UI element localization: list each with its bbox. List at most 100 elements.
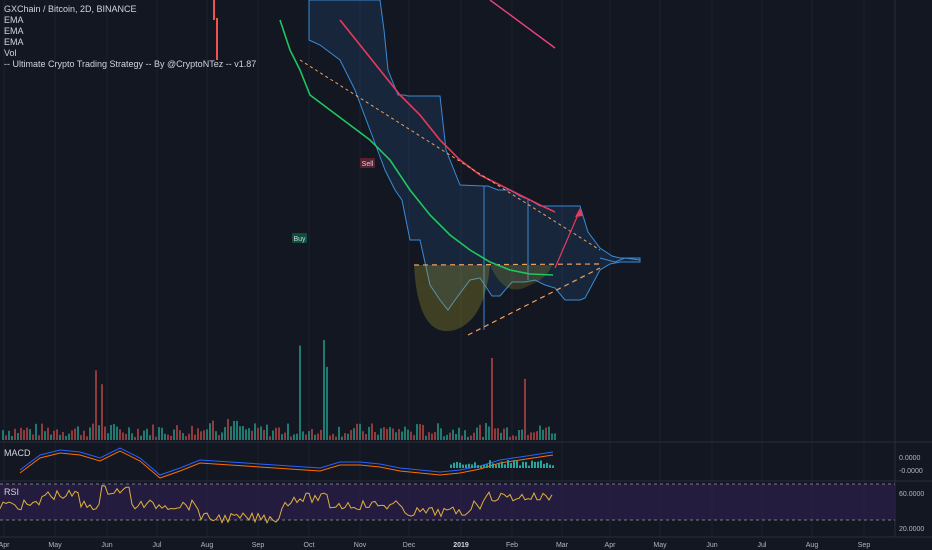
time-tick-label: Jul (153, 542, 162, 549)
volume-bar (260, 426, 262, 440)
strategy-legend[interactable]: -- Ultimate Crypto Trading Strategy -- B… (4, 59, 257, 69)
volume-bar (533, 432, 535, 440)
volume-bar (5, 435, 7, 440)
macd-histogram-bar (525, 461, 527, 468)
time-axis[interactable]: Apr May Jun Jul Aug Sep Oct Nov Dec 2019 Feb Mar Apr… (0, 542, 870, 549)
volume-bar (500, 432, 502, 440)
volume-bar (122, 432, 124, 440)
volume-bar (389, 427, 391, 440)
volume-bar (35, 423, 37, 440)
macd-histogram-bar (480, 465, 482, 468)
macd-histogram-bar (531, 460, 533, 468)
volume-bar (53, 430, 55, 440)
volume-bar (74, 428, 76, 440)
rsi-label[interactable]: RSI (4, 487, 20, 497)
macd-histogram-bar (552, 465, 554, 468)
volume-bar (254, 423, 256, 440)
macd-histogram-bar (477, 465, 479, 468)
volume-bar (422, 424, 424, 440)
volume-bar (248, 428, 250, 440)
macd-histogram-bar (450, 464, 452, 468)
macd-histogram-bar (462, 464, 464, 468)
volume-bar (140, 435, 142, 440)
grid (0, 0, 932, 538)
volume-bar (308, 431, 310, 440)
rsi-tick-label: 60.0000 (899, 491, 924, 498)
macd-histogram-bar (465, 464, 467, 468)
volume-bar (329, 435, 331, 440)
macd-histogram-bar (486, 464, 488, 468)
volume-bar (512, 435, 514, 440)
macd-histogram-bar (456, 461, 458, 468)
macd-histogram-bar (489, 460, 491, 468)
macd-histogram-bar (498, 463, 500, 468)
macd-histogram-bar (453, 462, 455, 468)
volume-bar (275, 427, 277, 440)
signals: Buy Sell (292, 158, 375, 243)
symbol-title[interactable]: GXChain / Bitcoin, 2D, BINANCE (4, 4, 137, 14)
volume-bar (251, 430, 253, 440)
volume-bar (92, 423, 94, 440)
ema-lines (279, 0, 556, 276)
time-tick-label: May (653, 542, 667, 549)
volume-bar (281, 434, 283, 440)
candlesticks (213, 0, 218, 60)
volume-bar (173, 429, 175, 440)
ema-legend-2[interactable]: EMA (4, 26, 24, 36)
volume-bar (293, 434, 295, 440)
volume-bar (476, 427, 478, 440)
volume-bar (473, 432, 475, 440)
volume-bar (50, 434, 52, 440)
macd-histogram-bar (540, 460, 542, 468)
volume-bar (518, 430, 520, 440)
volume-bar (269, 436, 271, 440)
volume-bar (290, 436, 292, 440)
volume-bar (128, 427, 130, 440)
ema-legend-1[interactable]: EMA (4, 15, 24, 25)
macd-tick-label: -0.0000 (899, 468, 923, 475)
volume-bar (350, 430, 352, 440)
ema-red-line (339, 19, 556, 213)
volume-bar (257, 427, 259, 440)
volume-bar (317, 433, 319, 440)
volume-bar (503, 428, 505, 440)
macd-pane (19, 447, 554, 479)
time-tick-label: Jul (758, 542, 767, 549)
macd-label[interactable]: MACD (4, 448, 31, 458)
volume-bar (323, 340, 325, 440)
volume-bar (215, 431, 217, 440)
volume-bar (80, 435, 82, 440)
macd-histogram-bar (495, 464, 497, 468)
macd-histogram-bar (459, 462, 461, 468)
macd-histogram-bar (468, 463, 470, 468)
rsi-line (0, 485, 553, 525)
volume-bar (155, 436, 157, 440)
macd-histogram-bar (549, 464, 551, 468)
volume-bar (296, 433, 298, 440)
volume-bar (299, 345, 301, 440)
volume-bar (515, 436, 517, 440)
rsi-pane (0, 483, 895, 525)
volume-bar (56, 429, 58, 440)
volume-bar (164, 433, 166, 440)
volume-bar (428, 432, 430, 440)
volume-bar (341, 436, 343, 440)
macd-histogram-bar (492, 463, 494, 468)
volume-bar (284, 432, 286, 440)
volume-bar (347, 433, 349, 440)
volume-bar (41, 423, 43, 440)
price-axis[interactable]: 0.00030000.00029000.00027000.00025000.00… (896, 0, 932, 533)
macd-histogram-bar (501, 461, 503, 468)
volume-bar (356, 423, 358, 440)
volume-bar (338, 426, 340, 440)
volume-bar (32, 434, 34, 440)
volume-bar (71, 430, 73, 440)
macd-histogram-bar (516, 460, 518, 468)
volume-legend[interactable]: Vol (4, 48, 17, 58)
trend-lines (299, 59, 641, 336)
volume-bar (542, 429, 544, 440)
ema-legend-3[interactable]: EMA (4, 37, 24, 47)
volume-bar (167, 434, 169, 440)
volume-bar (38, 435, 40, 440)
